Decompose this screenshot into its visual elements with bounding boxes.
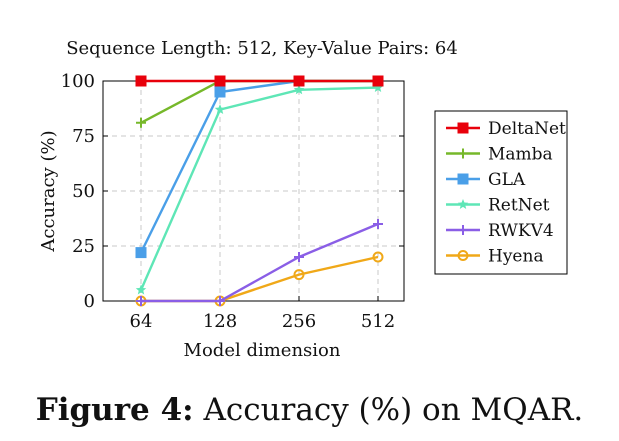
grid xyxy=(103,81,404,301)
legend-item: DeltaNet xyxy=(446,119,566,139)
legend-item: GLA xyxy=(446,170,526,190)
legend-label: DeltaNet xyxy=(488,119,566,139)
series-rwkv4 xyxy=(136,219,383,306)
series-line xyxy=(141,222,379,303)
data-point xyxy=(293,84,305,95)
legend-marker xyxy=(457,122,469,134)
legend-label: RetNet xyxy=(488,196,550,216)
data-point xyxy=(136,296,146,306)
legend-marker xyxy=(457,173,469,185)
legend-marker xyxy=(458,148,468,159)
data-point xyxy=(294,252,304,262)
legend-marker xyxy=(457,250,469,261)
x-tick-label: 512 xyxy=(361,311,395,332)
series-mamba xyxy=(136,76,383,128)
data-point xyxy=(214,75,226,87)
data-point xyxy=(293,75,305,87)
legend-item: Mamba xyxy=(446,145,553,165)
data-point xyxy=(372,82,384,93)
data-point xyxy=(372,251,384,263)
data-point xyxy=(214,104,226,115)
y-tick-label: 50 xyxy=(72,181,95,202)
legend-item: RWKV4 xyxy=(446,221,554,241)
y-tick-label: 100 xyxy=(61,71,95,92)
caption-label: Figure 4: xyxy=(35,392,194,428)
x-tick-label: 128 xyxy=(203,311,237,332)
legend-label: Mamba xyxy=(488,145,553,165)
data-point xyxy=(293,269,305,281)
chart-title: Sequence Length: 512, Key-Value Pairs: 6… xyxy=(66,38,458,59)
data-point xyxy=(372,75,384,87)
figure-caption: Figure 4: Accuracy (%) on MQAR. xyxy=(0,392,619,428)
x-tick-label: 64 xyxy=(130,311,153,332)
series-line xyxy=(139,86,379,291)
data-point xyxy=(136,117,146,128)
x-axis-label: Model dimension xyxy=(184,340,341,361)
y-tick-label: 0 xyxy=(84,291,95,312)
data-point xyxy=(135,75,147,87)
legend-label: RWKV4 xyxy=(488,221,554,241)
x-tick-label: 256 xyxy=(282,311,316,332)
series-retnet xyxy=(135,82,384,295)
legend-item: Hyena xyxy=(446,247,544,267)
data-point xyxy=(373,219,383,229)
series-deltanet xyxy=(135,75,384,87)
legend: DeltaNet Mamba GLA RetNet RWKV4 Hyena xyxy=(434,110,568,275)
series xyxy=(135,75,384,307)
legend-frame xyxy=(434,110,568,275)
y-axis-label: Accuracy (%) xyxy=(38,130,59,252)
data-point xyxy=(215,296,225,306)
legend-label: GLA xyxy=(488,170,526,190)
legend-marker xyxy=(458,225,468,235)
y-tick-label: 25 xyxy=(72,236,95,257)
data-point xyxy=(135,284,147,295)
caption-text: Accuracy (%) on MQAR. xyxy=(203,392,584,428)
line-chart: Sequence Length: 512, Key-Value Pairs: 6… xyxy=(38,38,568,361)
series-gla xyxy=(135,75,384,259)
series-line xyxy=(139,79,378,254)
legend-item: RetNet xyxy=(446,196,550,216)
legend-label: Hyena xyxy=(488,247,544,267)
data-point xyxy=(135,247,147,259)
data-point xyxy=(214,86,226,98)
y-tick-label: 75 xyxy=(72,126,95,147)
legend-marker xyxy=(457,199,469,209)
